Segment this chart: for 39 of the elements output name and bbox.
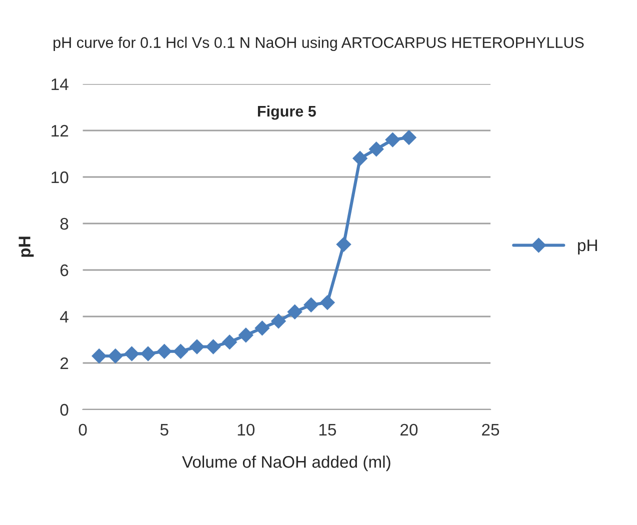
point (352, 151, 368, 166)
y-tick-label: 12 (52, 124, 68, 137)
point (287, 304, 302, 320)
y-tick-label: 0 (60, 404, 68, 416)
point (222, 334, 237, 350)
point (320, 295, 335, 310)
point (206, 339, 221, 354)
point (254, 320, 270, 336)
point (92, 348, 107, 364)
y-axis-title: pH (18, 236, 34, 257)
x-tick-label: 5 (160, 424, 168, 436)
y-tick-label: 4 (60, 311, 68, 323)
y-tick-label: 14 (52, 78, 68, 90)
point (385, 132, 400, 148)
point (156, 344, 172, 359)
y-tick-label: 10 (52, 171, 68, 184)
y-tick-label: 8 (60, 218, 68, 230)
point (402, 130, 416, 145)
point (368, 142, 384, 156)
x-tick-label: 20 (400, 424, 418, 436)
y-tick-label: 2 (60, 357, 68, 370)
point (190, 339, 204, 354)
point (173, 344, 188, 359)
point (336, 237, 352, 252)
point (124, 346, 140, 362)
point (238, 328, 254, 342)
x-tick-label: 15 (319, 424, 336, 436)
annotation: Figure 5 (258, 105, 316, 120)
y-tick-label: 6 (60, 264, 68, 276)
x-tick-label: 10 (238, 424, 254, 436)
legend-label: pH (578, 240, 597, 255)
point (108, 348, 123, 364)
point (271, 314, 286, 329)
x-tick-label: 25 (482, 424, 500, 436)
x-axis-title: Volume of NaOH added (ml) (182, 456, 390, 472)
chart-title: pH curve for 0.1 Hcl Vs 0.1 N NaOH using ARTOCARPUS HETEROPHYLLUS (54, 36, 584, 51)
x-tick-label: 0 (78, 424, 87, 436)
point (304, 297, 319, 312)
point (140, 346, 156, 362)
